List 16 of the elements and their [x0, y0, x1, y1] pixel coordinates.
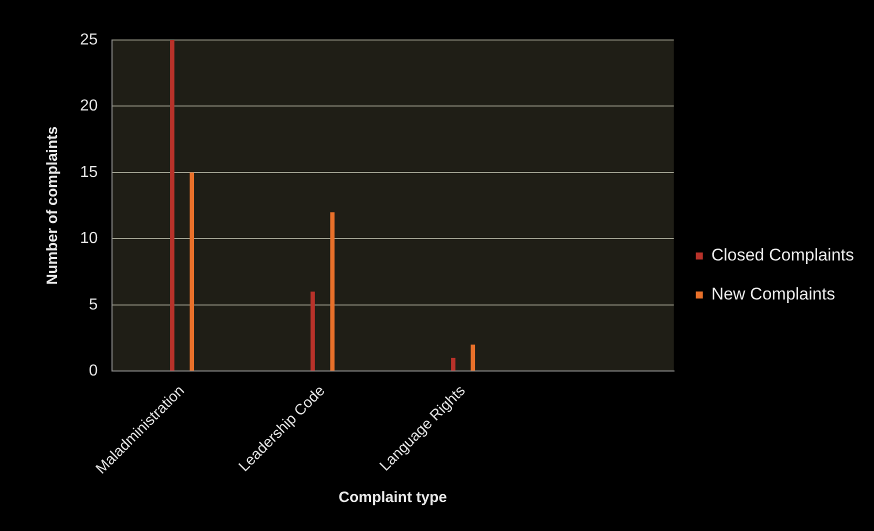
- legend-label: New Complaints: [711, 284, 836, 304]
- bar: [310, 292, 315, 371]
- y-axis-title: Number of complaints: [44, 126, 62, 285]
- bar: [470, 344, 476, 371]
- bar: [190, 172, 194, 371]
- legend-label: Closed Complaints: [711, 246, 854, 265]
- bar: [451, 358, 456, 371]
- y-tick-label: 15: [80, 164, 98, 181]
- bar: [170, 40, 174, 371]
- bar: [330, 212, 335, 371]
- y-tick-label: 25: [80, 31, 98, 48]
- x-axis-title: Complaint type: [338, 489, 447, 506]
- y-tick-label: 5: [88, 296, 98, 314]
- y-tick-label: 20: [80, 98, 98, 115]
- y-tick-label: 10: [80, 230, 98, 248]
- y-tick-label: 0: [88, 362, 98, 380]
